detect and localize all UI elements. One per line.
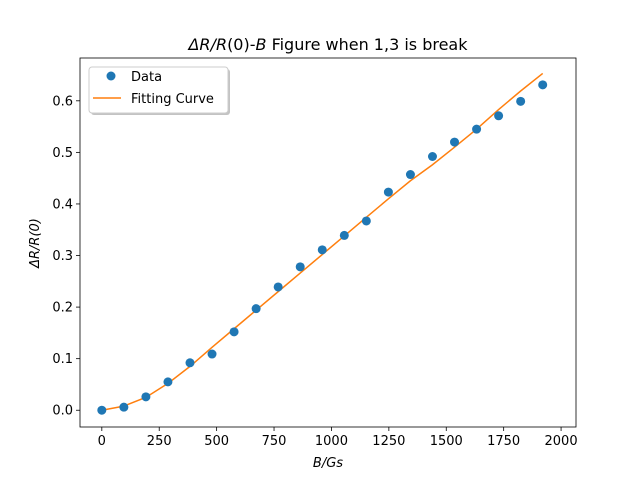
x-tick-label: 1500 <box>430 434 463 449</box>
x-tick-label: 1000 <box>315 434 348 449</box>
data-point <box>317 245 327 255</box>
x-axis-ticks: 0 250 500 750 1000 1250 1500 1750 2000 <box>98 427 578 449</box>
title-plain-2: Figure when 1,3 is break <box>266 35 468 54</box>
data-point <box>405 170 415 180</box>
x-tick-label: 250 <box>147 434 172 449</box>
data-point <box>163 377 173 387</box>
fitting-curve-series <box>101 72 544 411</box>
y-tick-label: 0.4 <box>52 197 73 212</box>
data-point <box>450 137 460 147</box>
legend-box <box>88 66 229 114</box>
data-point <box>295 262 305 272</box>
data-point <box>427 152 437 162</box>
y-axis-label: ΔR/R(0) <box>28 218 43 269</box>
data-point <box>119 402 129 412</box>
data-point <box>383 187 393 197</box>
data-point <box>207 349 217 359</box>
data-point <box>494 111 504 121</box>
title-italic-1: ΔR/R <box>186 35 227 54</box>
data-point <box>185 358 195 368</box>
plot-frame <box>79 57 577 428</box>
y-tick-label: 0.5 <box>52 146 73 161</box>
data-point <box>141 392 151 402</box>
y-tick-label: 0.2 <box>52 301 73 316</box>
title-plain-1: (0)- <box>227 35 255 54</box>
fitting-curve-line <box>101 72 544 411</box>
x-tick-label: 750 <box>262 434 287 449</box>
x-tick-label: 0 <box>98 434 106 449</box>
legend-label-fitting-curve: Fitting Curve <box>131 92 214 107</box>
legend-marker-data <box>106 71 116 81</box>
y-axis-ticks: 0.0 0.1 0.2 0.3 0.4 0.5 0.6 <box>52 94 80 419</box>
data-point <box>339 230 349 240</box>
legend-label-data: Data <box>131 70 162 85</box>
data-series <box>97 80 548 415</box>
y-tick-label: 0.1 <box>52 352 73 367</box>
data-point <box>229 327 239 337</box>
chart-title: ΔR/R(0)-B Figure when 1,3 is break <box>186 35 468 54</box>
data-point <box>538 80 548 90</box>
data-point <box>97 405 107 415</box>
y-tick-label: 0.0 <box>52 404 73 419</box>
data-point <box>251 304 261 314</box>
y-tick-label: 0.3 <box>52 249 73 264</box>
data-point <box>472 124 482 134</box>
title-italic-2: B <box>256 35 267 54</box>
y-tick-label: 0.6 <box>52 94 73 109</box>
x-tick-label: 1750 <box>487 434 520 449</box>
x-tick-label: 2000 <box>545 434 578 449</box>
data-point <box>361 216 371 226</box>
legend: Data Fitting Curve <box>88 66 230 115</box>
data-point <box>273 282 283 292</box>
x-tick-label: 500 <box>204 434 229 449</box>
x-tick-label: 1250 <box>372 434 405 449</box>
x-axis-label: B/Gs <box>313 456 343 471</box>
data-point <box>516 96 526 106</box>
